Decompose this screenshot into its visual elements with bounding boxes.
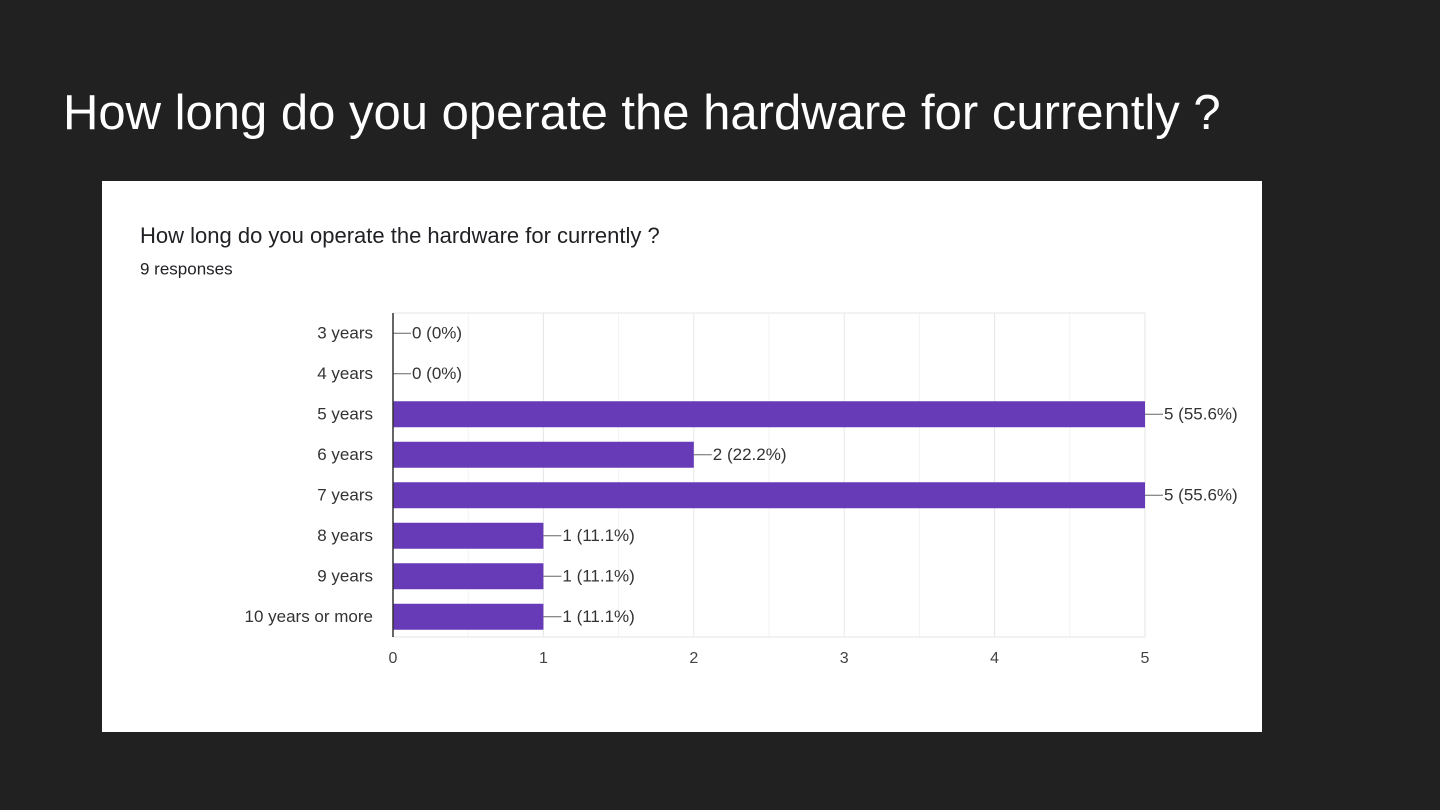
y-tick-label: 4 years — [317, 364, 373, 383]
x-tick-label: 2 — [689, 650, 698, 667]
value-label: 1 (11.1%) — [562, 607, 634, 626]
bar — [393, 441, 694, 468]
x-tick-label: 4 — [990, 650, 999, 667]
bar — [393, 482, 1145, 509]
y-tick-label: 8 years — [317, 526, 373, 545]
value-label: 5 (55.6%) — [1164, 405, 1238, 424]
value-label: 1 (11.1%) — [562, 526, 634, 545]
y-tick-label: 3 years — [317, 324, 373, 343]
y-tick-label: 6 years — [317, 445, 373, 464]
y-tick-label: 7 years — [317, 486, 373, 505]
value-label: 1 (11.1%) — [562, 567, 634, 586]
y-tick-label: 9 years — [317, 567, 373, 586]
bar — [393, 563, 544, 590]
chart-title: How long do you operate the hardware for… — [140, 223, 660, 248]
y-tick-label: 5 years — [317, 405, 373, 424]
bar — [393, 401, 1145, 428]
x-tick-label: 3 — [840, 650, 849, 667]
value-label: 0 (0%) — [412, 324, 462, 343]
chart-subtitle: 9 responses — [140, 259, 233, 278]
value-label: 2 (22.2%) — [713, 445, 787, 464]
value-label: 5 (55.6%) — [1164, 486, 1238, 505]
bar — [393, 603, 544, 630]
y-tick-label: 10 years or more — [245, 607, 374, 626]
bar — [393, 522, 544, 549]
slide-title: How long do you operate the hardware for… — [63, 86, 1221, 140]
x-tick-label: 5 — [1141, 650, 1150, 667]
x-tick-label: 0 — [389, 650, 398, 667]
x-tick-label: 1 — [539, 650, 548, 667]
value-label: 0 (0%) — [412, 364, 462, 383]
